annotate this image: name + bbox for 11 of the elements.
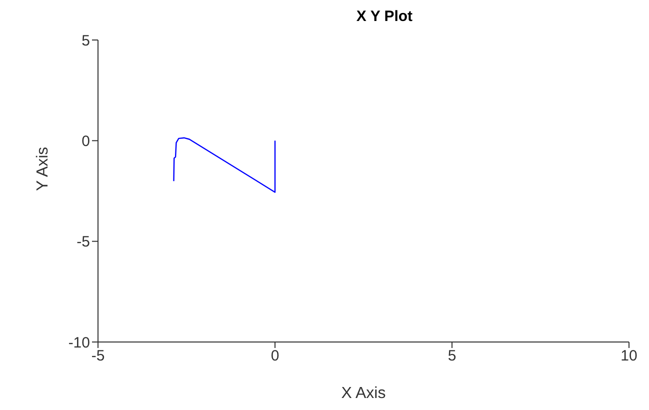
line-series [173, 137, 276, 193]
y-tick-label: -5 [76, 234, 90, 251]
x-tick-label: 10 [620, 348, 638, 365]
y-tick-label: -10 [68, 334, 90, 352]
x-tick-label: 5 [448, 348, 456, 365]
y-tick-label: 5 [82, 32, 90, 50]
x-axis-title: X Axis [341, 385, 386, 402]
y-axis-title: Y Axis [34, 146, 52, 191]
chart-title: X Y Plot [355, 8, 414, 25]
x-tick-label: 0 [270, 348, 280, 365]
y-tick-label: 0 [82, 132, 90, 150]
